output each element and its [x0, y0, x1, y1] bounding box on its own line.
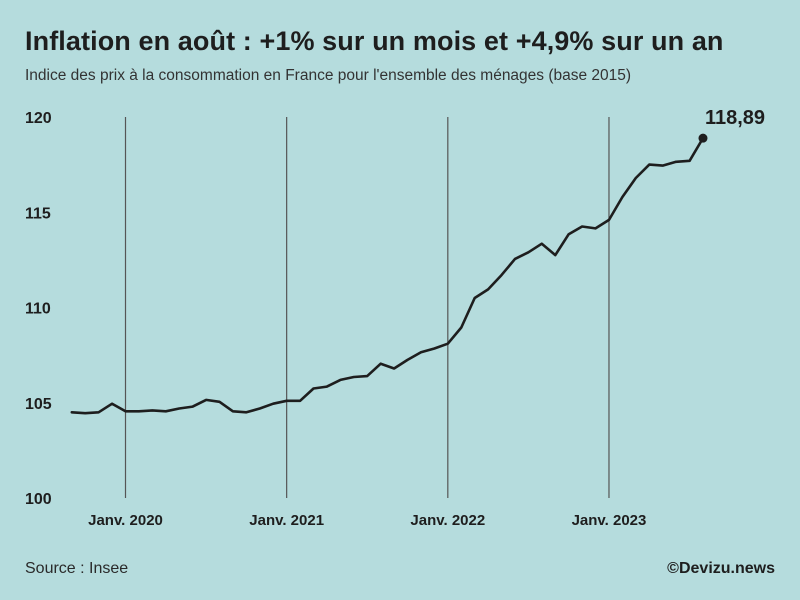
- chart-title: Inflation en août : +1% sur un mois et +…: [25, 26, 724, 56]
- x-tick-label: Janv. 2023: [572, 512, 647, 529]
- x-tick-label: Janv. 2021: [249, 512, 324, 529]
- x-tick-label: Janv. 2020: [88, 512, 163, 529]
- y-tick-label: 105: [25, 396, 52, 413]
- x-tick-label: Janv. 2022: [410, 512, 485, 529]
- credit-label: ©Devizu.news: [667, 560, 775, 577]
- y-tick-label: 110: [25, 301, 51, 318]
- annotation-layer: 118,89: [705, 107, 765, 129]
- source-note: Source : Insee: [25, 560, 129, 577]
- end-point-marker: [698, 133, 708, 143]
- x-axis-ticks: Janv. 2020 Janv. 2021 Janv. 2022 Janv. 2023: [88, 512, 646, 529]
- series-layer: [70, 133, 708, 415]
- series-line: [70, 136, 705, 415]
- chart-subtitle: Indice des prix à la consommation en Fra…: [25, 67, 632, 84]
- y-tick-label: 115: [25, 205, 51, 222]
- y-axis-ticks: 100 105 110 115 120: [25, 110, 52, 508]
- gridlines: [124, 117, 610, 498]
- y-tick-label: 100: [25, 491, 52, 508]
- y-tick-label: 120: [25, 110, 52, 127]
- end-value-label: 118,89: [705, 107, 765, 129]
